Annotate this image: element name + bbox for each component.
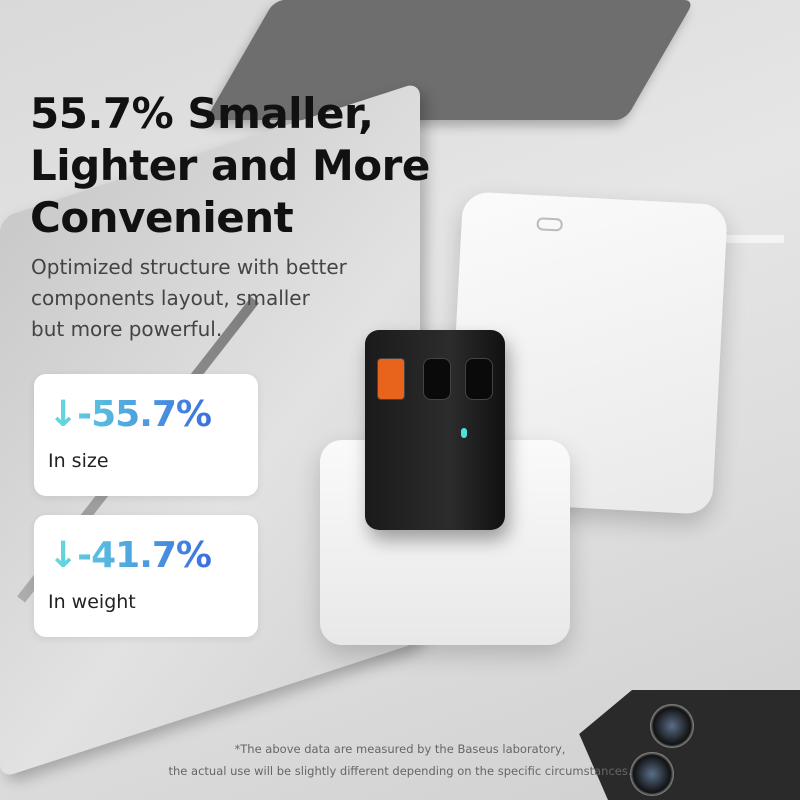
subtitle-line: components layout, smaller (31, 286, 310, 310)
footnote: *The above data are measured by the Base… (0, 738, 800, 782)
usb-c-port (423, 358, 451, 400)
stat-value: ↓-55.7% (48, 394, 211, 435)
camera-lens (650, 704, 694, 748)
stat-card-weight: ↓-41.7% In weight (34, 515, 258, 637)
usb-c-port (465, 358, 493, 400)
stat-number: -41.7% (77, 535, 212, 576)
subtitle-line: Optimized structure with better (31, 255, 347, 279)
camera-lens (630, 752, 674, 796)
footnote-line: the actual use will be slightly differen… (168, 764, 632, 778)
headline: 55.7% Smaller, Lighter and More Convenie… (30, 88, 430, 244)
gan-charger (365, 330, 505, 530)
stat-label: In size (48, 450, 109, 472)
subtitle: Optimized structure with better componen… (31, 252, 347, 345)
led-indicator (461, 428, 467, 438)
headline-line: Convenient (30, 193, 294, 242)
headline-line: Lighter and More (30, 141, 430, 190)
stat-card-size: ↓-55.7% In size (34, 374, 258, 496)
arrow-down-icon: ↓ (48, 394, 78, 435)
stat-label: In weight (48, 591, 136, 613)
stat-number: -55.7% (77, 394, 212, 435)
smartphone (579, 690, 800, 800)
usb-c-port (536, 217, 564, 232)
stat-value: ↓-41.7% (48, 535, 211, 576)
arrow-down-icon: ↓ (48, 535, 78, 576)
headline-line: 55.7% Smaller, (30, 89, 374, 138)
footnote-line: *The above data are measured by the Base… (234, 742, 566, 756)
usb-a-port (377, 358, 405, 400)
subtitle-line: but more powerful. (31, 317, 223, 341)
